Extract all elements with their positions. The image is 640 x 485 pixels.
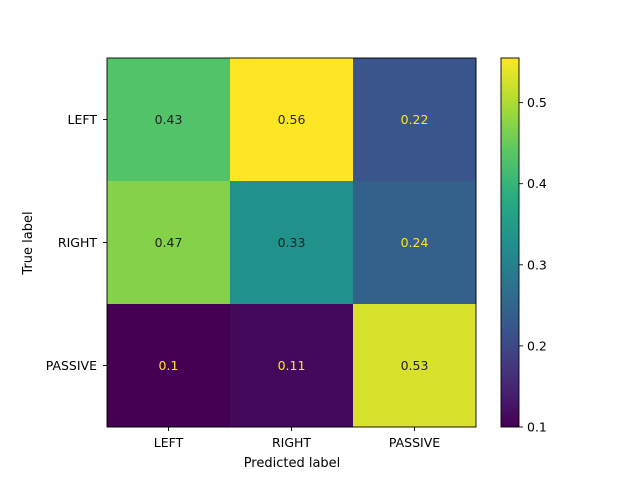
matrix-cell — [353, 58, 477, 182]
matrix-cell — [107, 58, 231, 182]
colorbar-tick-label: 0.3 — [527, 257, 547, 272]
matrix-cell — [353, 304, 477, 428]
y-tick-label: PASSIVE — [46, 358, 97, 373]
matrix-cell — [230, 304, 354, 428]
x-tick-label: PASSIVE — [389, 435, 440, 450]
matrix-cell — [230, 181, 354, 305]
colorbar-tick-label: 0.4 — [527, 176, 547, 191]
y-axis-title: True label — [21, 211, 36, 275]
y-tick-label: LEFT — [68, 112, 98, 127]
matrix-cell — [230, 58, 354, 182]
matrix-cell — [107, 181, 231, 305]
cell-value-label: 0.24 — [401, 235, 429, 250]
y-tick-label: RIGHT — [58, 235, 97, 250]
cell-value-label: 0.47 — [155, 235, 183, 250]
cell-value-label: 0.53 — [401, 358, 429, 373]
colorbar-tick-label: 0.1 — [527, 420, 547, 435]
cell-value-label: 0.22 — [401, 112, 429, 127]
colorbar — [500, 57, 520, 428]
cell-value-label: 0.56 — [278, 112, 306, 127]
colorbar-tick-label: 0.2 — [527, 338, 547, 353]
x-tick-label: LEFT — [154, 435, 184, 450]
cell-value-label: 0.43 — [155, 112, 183, 127]
x-axis-title: Predicted label — [244, 456, 341, 471]
cell-value-label: 0.11 — [278, 358, 306, 373]
matrix-cell — [107, 304, 231, 428]
x-tick-label: RIGHT — [272, 435, 311, 450]
cell-value-label: 0.1 — [159, 358, 179, 373]
cell-value-label: 0.33 — [278, 235, 306, 250]
colorbar-tick-label: 0.5 — [527, 95, 547, 110]
matrix-cell — [353, 181, 477, 305]
